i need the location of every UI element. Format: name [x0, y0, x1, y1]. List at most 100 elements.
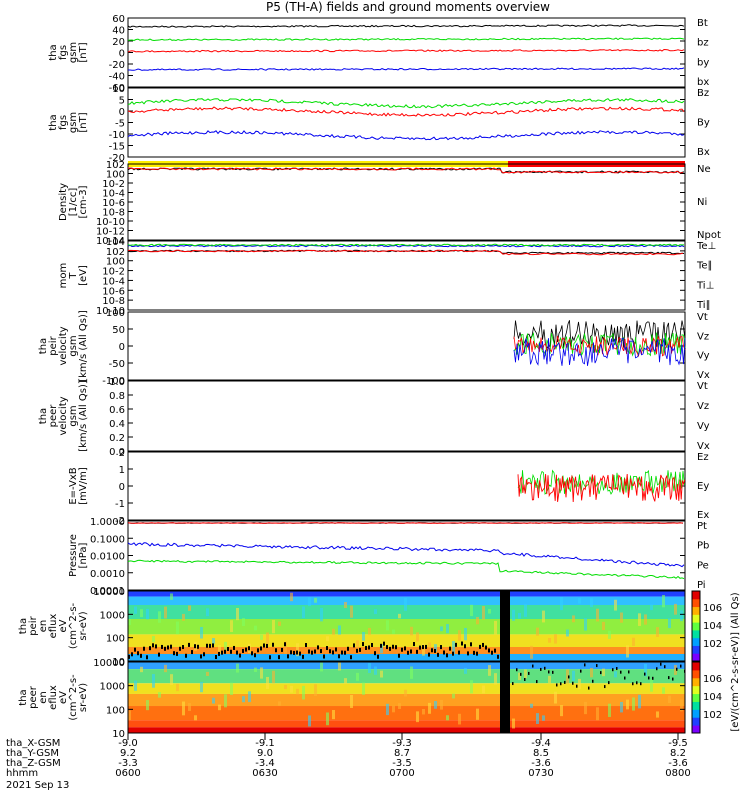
spectrogram-dot — [305, 643, 307, 648]
spectrogram-cell — [152, 635, 155, 643]
spectrogram-dot — [636, 681, 638, 685]
ylabel-line: [mV/m] — [78, 467, 89, 505]
ytick-label: 0.8 — [109, 391, 125, 402]
spectrogram-band — [128, 720, 685, 728]
colorbar-segment — [692, 591, 700, 600]
series-Pi — [127, 542, 685, 568]
spectrogram-cell — [356, 672, 359, 681]
spectrogram-cell — [590, 598, 593, 608]
ytick-label: 0.1000 — [90, 534, 125, 545]
spectrogram-cell — [338, 662, 341, 671]
spectrogram-cell — [176, 621, 179, 635]
spectrogram-dot — [296, 650, 298, 655]
spectrogram-dot — [143, 646, 145, 651]
ytick-label: 0.0 — [109, 447, 125, 458]
spectrogram-cell — [386, 703, 389, 716]
panel-frame — [127, 240, 686, 311]
spectrogram-dot — [467, 651, 469, 656]
series-bx — [128, 67, 685, 71]
spectrogram-dot — [128, 654, 130, 659]
spectrogram-dot — [134, 647, 136, 652]
spectrogram-cell — [374, 609, 377, 615]
ytick-label: 1.0 — [109, 377, 125, 388]
spectrogram-cell — [248, 691, 251, 703]
spectrogram-cell — [554, 634, 557, 644]
spectrogram-band — [128, 727, 685, 733]
spectrogram-dot — [317, 645, 319, 650]
ytick-label: -50 — [109, 359, 125, 370]
ylabel-line: peer — [48, 404, 59, 428]
spectrogram-cell — [536, 627, 539, 636]
ytick-label: 1000 — [100, 610, 125, 621]
spectrogram-dot — [398, 653, 400, 658]
legend-Ni: Ni — [697, 197, 707, 208]
xaxis-value: 0630 — [252, 768, 277, 779]
spectrogram-dot — [449, 646, 451, 651]
ylabel-line: tha — [48, 44, 59, 60]
spectrogram-dot — [524, 677, 526, 681]
spectrogram-dot — [188, 642, 190, 647]
series-bz — [127, 48, 685, 53]
spectrogram-cell — [626, 645, 629, 658]
spectrogram-cell — [668, 695, 671, 703]
spectrogram-dot — [209, 643, 211, 648]
spectrogram-dot — [299, 651, 301, 656]
spectrogram-cell — [296, 643, 299, 657]
ylabel-line: eV — [58, 619, 69, 632]
spectrogram-cell — [272, 670, 275, 684]
legend-Ez: Ez — [697, 452, 709, 463]
spectrogram-cell — [362, 631, 365, 641]
ytick-label: 10-14 — [96, 236, 125, 247]
xaxis-row-label: hhmm — [6, 768, 38, 779]
colorbar-tick: 102 — [703, 710, 722, 721]
spectrogram-dot — [656, 667, 658, 671]
spectrogram-cell — [242, 618, 245, 626]
spectrogram-dot — [612, 668, 614, 672]
spectrogram-cell — [332, 628, 335, 635]
spectrogram-dot — [422, 645, 424, 650]
spectrogram-dot — [434, 648, 436, 653]
ytick-label: 104 — [106, 237, 125, 248]
spectrogram-cell — [452, 641, 455, 655]
spectrogram-dot — [365, 645, 367, 650]
ylabel-line: peir — [48, 335, 59, 355]
series-velocity — [513, 337, 686, 366]
spectrogram-dot — [473, 650, 475, 655]
spectrogram-cell — [290, 685, 293, 693]
ytick-label: 0.2 — [109, 433, 125, 444]
colorbar-segment — [692, 662, 700, 671]
spectrogram-dot — [532, 664, 534, 668]
panel-frame — [127, 163, 686, 241]
spectrogram-cell — [656, 627, 659, 637]
legend-By: By — [697, 118, 710, 129]
spectrogram-dot — [137, 651, 139, 656]
ylabel-line: en — [38, 691, 49, 704]
spectrogram-dot — [308, 649, 310, 654]
spectrogram-cell — [158, 611, 161, 623]
ylabel-line: peer — [28, 685, 39, 709]
spectrogram-dot — [377, 654, 379, 659]
ytick-label: 100 — [106, 634, 125, 645]
spectrogram-cell — [482, 606, 485, 620]
spectrogram-dot — [443, 650, 445, 655]
spectrogram-cell — [344, 602, 347, 609]
spectrogram-cell — [614, 599, 617, 611]
series-Ne — [127, 167, 684, 174]
spectrogram-dot — [660, 662, 662, 666]
spectrogram-cell — [164, 664, 167, 673]
ytick-label: 40 — [112, 26, 125, 37]
spectrogram-cell — [650, 604, 653, 611]
ytick-label: 10-6 — [102, 198, 125, 209]
ytick-label: 10-8 — [102, 296, 125, 307]
spectrogram-dot — [572, 681, 574, 685]
xaxis-value: 8.5 — [533, 748, 549, 759]
xaxis-value: -3.6 — [531, 758, 551, 769]
spectrogram-cell — [482, 685, 485, 694]
spectrogram-cell — [524, 669, 527, 679]
spectrogram-dot — [230, 649, 232, 654]
series-by — [127, 37, 685, 42]
ylabel-line: mom — [58, 263, 69, 289]
spectrogram-band — [128, 662, 685, 670]
ylabel-line: tha — [48, 114, 59, 130]
spectrogram-dot — [275, 648, 277, 653]
